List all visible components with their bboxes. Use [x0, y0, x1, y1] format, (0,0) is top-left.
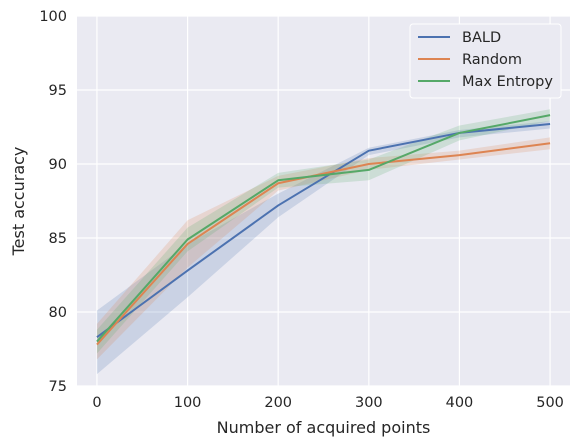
legend-box: [409, 23, 562, 99]
y-tick-labels: 75 80 85 90 95 100: [39, 9, 67, 395]
legend: BALD Random Max Entropy: [409, 23, 562, 99]
legend-label-max-entropy: Max Entropy: [462, 74, 553, 90]
x-tick-label: 200: [264, 395, 292, 411]
max-entropy-line: [96, 114, 551, 343]
x-tick-label: 300: [355, 395, 383, 411]
x-tick-label: 100: [174, 395, 202, 411]
x-axis-label: Number of acquired points: [217, 418, 431, 437]
bald-line: [96, 123, 551, 338]
y-tick-label: 80: [49, 305, 67, 321]
legend-label-random: Random: [462, 52, 522, 68]
x-tick-label: 400: [446, 395, 474, 411]
x-tick-labels: 0 100 200 300 400 500: [92, 395, 564, 411]
series-lines: [96, 114, 551, 346]
random-line: [96, 142, 551, 346]
y-tick-label: 100: [39, 9, 67, 25]
x-tick-label: 0: [92, 395, 101, 411]
random-band: [96, 137, 551, 360]
y-axis-label: Test accuracy: [9, 147, 28, 257]
y-tick-label: 95: [49, 83, 67, 99]
bald-band: [96, 121, 551, 375]
confidence-bands: [96, 109, 551, 375]
x-tick-label: 500: [536, 395, 564, 411]
legend-label-bald: BALD: [462, 30, 501, 46]
y-tick-label: 90: [49, 157, 67, 173]
y-tick-label: 75: [49, 379, 67, 395]
max-entropy-band: [96, 109, 551, 354]
y-tick-label: 85: [49, 231, 67, 247]
